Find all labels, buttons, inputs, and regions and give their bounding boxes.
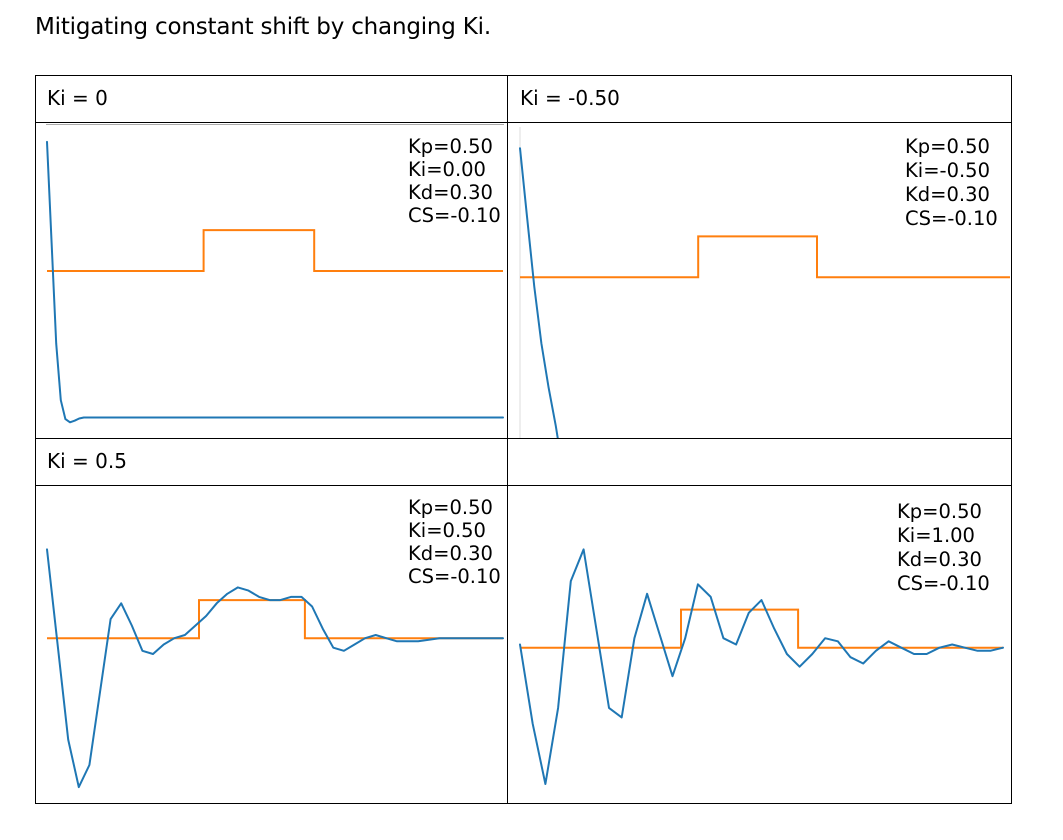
plot-ki-1-00: Kp=0.50 Ki=1.00 Kd=0.30 CS=-0.10 — [508, 486, 1011, 803]
cell-header-ki-neg-0-50: Ki = -0.50 — [520, 86, 620, 110]
column-divider — [507, 75, 508, 804]
param-kp: Kp=0.50 — [408, 496, 493, 519]
plot-ki-1-00-svg: Kp=0.50 Ki=1.00 Kd=0.30 CS=-0.10 — [519, 500, 1004, 785]
param-ki: Ki=-0.50 — [905, 159, 990, 182]
row1-header-rule — [35, 122, 1012, 123]
response-line — [46, 140, 504, 424]
setpoint-line — [47, 229, 503, 272]
param-cs: CS=-0.10 — [408, 565, 501, 588]
response-line — [519, 548, 1004, 785]
setpoint-line — [520, 608, 1003, 649]
response-line — [46, 548, 504, 789]
table-border-bottom — [35, 803, 1012, 804]
param-kp: Kp=0.50 — [897, 500, 982, 523]
row-divider — [35, 438, 1012, 439]
param-ki: Ki=0.00 — [408, 158, 486, 181]
plot-ki-0-5: Kp=0.50 Ki=0.50 Kd=0.30 CS=-0.10 — [36, 486, 507, 803]
param-cs: CS=-0.10 — [408, 204, 501, 227]
response-line — [519, 147, 559, 438]
param-kd: Kd=0.30 — [408, 542, 493, 565]
plot-ki-0-5-svg: Kp=0.50 Ki=0.50 Kd=0.30 CS=-0.10 — [46, 496, 504, 789]
param-kp: Kp=0.50 — [905, 135, 990, 158]
param-cs: CS=-0.10 — [897, 572, 990, 595]
table-border-right — [1011, 75, 1012, 804]
param-kp: Kp=0.50 — [408, 135, 493, 158]
param-ki: Ki=0.50 — [408, 519, 486, 542]
page-title: Mitigating constant shift by changing Ki… — [35, 14, 491, 40]
param-kd: Kd=0.30 — [905, 183, 990, 206]
param-kd: Kd=0.30 — [408, 181, 493, 204]
setpoint-line — [520, 235, 1010, 279]
table-border-top — [35, 75, 1012, 76]
cell-header-ki-0-5: Ki = 0.5 — [47, 449, 127, 473]
param-kd: Kd=0.30 — [897, 548, 982, 571]
setpoint-line — [47, 599, 503, 640]
results-table: Ki = 0 Ki = -0.50 Ki = 0.5 Kp=0.50 Ki=0.… — [35, 75, 1012, 804]
param-cs: CS=-0.10 — [905, 207, 998, 230]
param-ki: Ki=1.00 — [897, 524, 975, 547]
plot-ki-neg-0-50-svg: Kp=0.50 Ki=-0.50 Kd=0.30 CS=-0.10 — [519, 127, 1010, 438]
row2-header-rule — [35, 485, 1012, 486]
plot-ki-0-svg: Kp=0.50 Ki=0.00 Kd=0.30 CS=-0.10 — [46, 124, 504, 424]
table-border-left — [35, 75, 36, 804]
plot-ki-0: Kp=0.50 Ki=0.00 Kd=0.30 CS=-0.10 — [36, 123, 507, 438]
plot-ki-neg-0-50: Kp=0.50 Ki=-0.50 Kd=0.30 CS=-0.10 — [508, 123, 1011, 438]
cell-header-ki-0: Ki = 0 — [47, 86, 108, 110]
